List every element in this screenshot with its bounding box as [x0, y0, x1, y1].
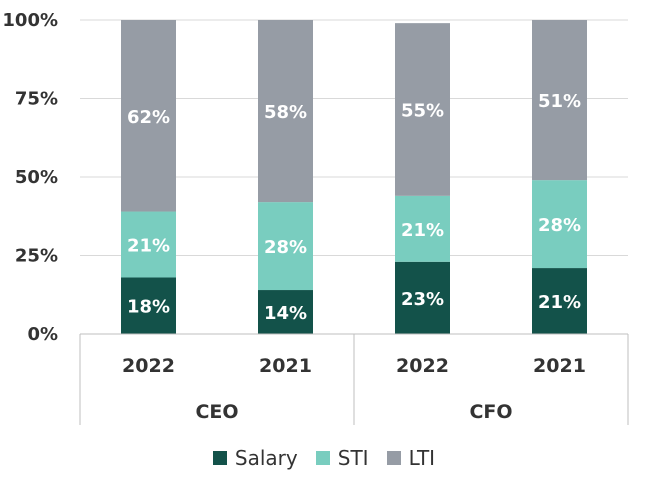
y-axis: 0% 25% 50% 75% 100%: [2, 10, 58, 345]
legend-label-lti: LTI: [408, 446, 436, 470]
x-tick-label: 2021: [259, 355, 312, 377]
legend-swatch-salary: [212, 451, 227, 465]
x-axis: 2022 2021 2022 2021 CEO CFO: [79, 333, 629, 425]
legend-label-sti: STI: [337, 446, 369, 470]
x-tick-label: 2021: [533, 355, 586, 377]
y-tick-label: 0%: [27, 324, 58, 345]
bar-segment-salary: [121, 277, 176, 334]
data-label: 21%: [401, 220, 444, 241]
legend-swatch-lti: [386, 451, 401, 465]
bar-segment-sti: [258, 202, 313, 291]
data-label: 58%: [264, 102, 307, 123]
data-label: 14%: [264, 303, 307, 324]
y-tick-label: 25%: [15, 246, 58, 267]
legend-item-lti: LTI: [386, 446, 436, 470]
bar-segment-sti: [395, 195, 450, 262]
legend-swatch-sti: [315, 451, 330, 465]
bar-segment-lti: [395, 23, 450, 196]
group-label: CEO: [195, 401, 238, 423]
data-label: 55%: [401, 100, 444, 121]
legend: Salary STI LTI: [0, 446, 648, 470]
legend-item-salary: Salary: [212, 446, 298, 470]
bar-segment-sti: [532, 180, 587, 269]
data-label: 21%: [127, 236, 170, 257]
x-tick-label: 2022: [396, 355, 449, 377]
legend-label-salary: Salary: [234, 446, 298, 470]
data-label: 28%: [538, 215, 581, 236]
group-label: CFO: [469, 401, 512, 423]
data-label: 51%: [538, 91, 581, 112]
data-label: 18%: [127, 297, 170, 318]
data-label: 23%: [401, 289, 444, 310]
bar-segment-salary: [532, 268, 587, 334]
bar-segment-sti: [121, 211, 176, 278]
y-tick-label: 50%: [15, 167, 58, 188]
bar-segment-salary: [395, 261, 450, 334]
legend-item-sti: STI: [315, 446, 369, 470]
x-tick-label: 2022: [122, 355, 175, 377]
bar-segment-lti: [258, 20, 313, 203]
y-tick-label: 100%: [2, 10, 58, 31]
y-tick-label: 75%: [15, 89, 58, 110]
bar-segment-lti: [121, 20, 176, 212]
bar-segment-salary: [258, 290, 313, 334]
data-label: 28%: [264, 237, 307, 258]
bar-segment-lti: [532, 20, 587, 181]
data-label: 62%: [127, 107, 170, 128]
data-label: 21%: [538, 292, 581, 313]
bars: 18% 21% 62% 14% 28% 58% 23% 21% 55% 21% 28% 51%: [121, 20, 587, 334]
